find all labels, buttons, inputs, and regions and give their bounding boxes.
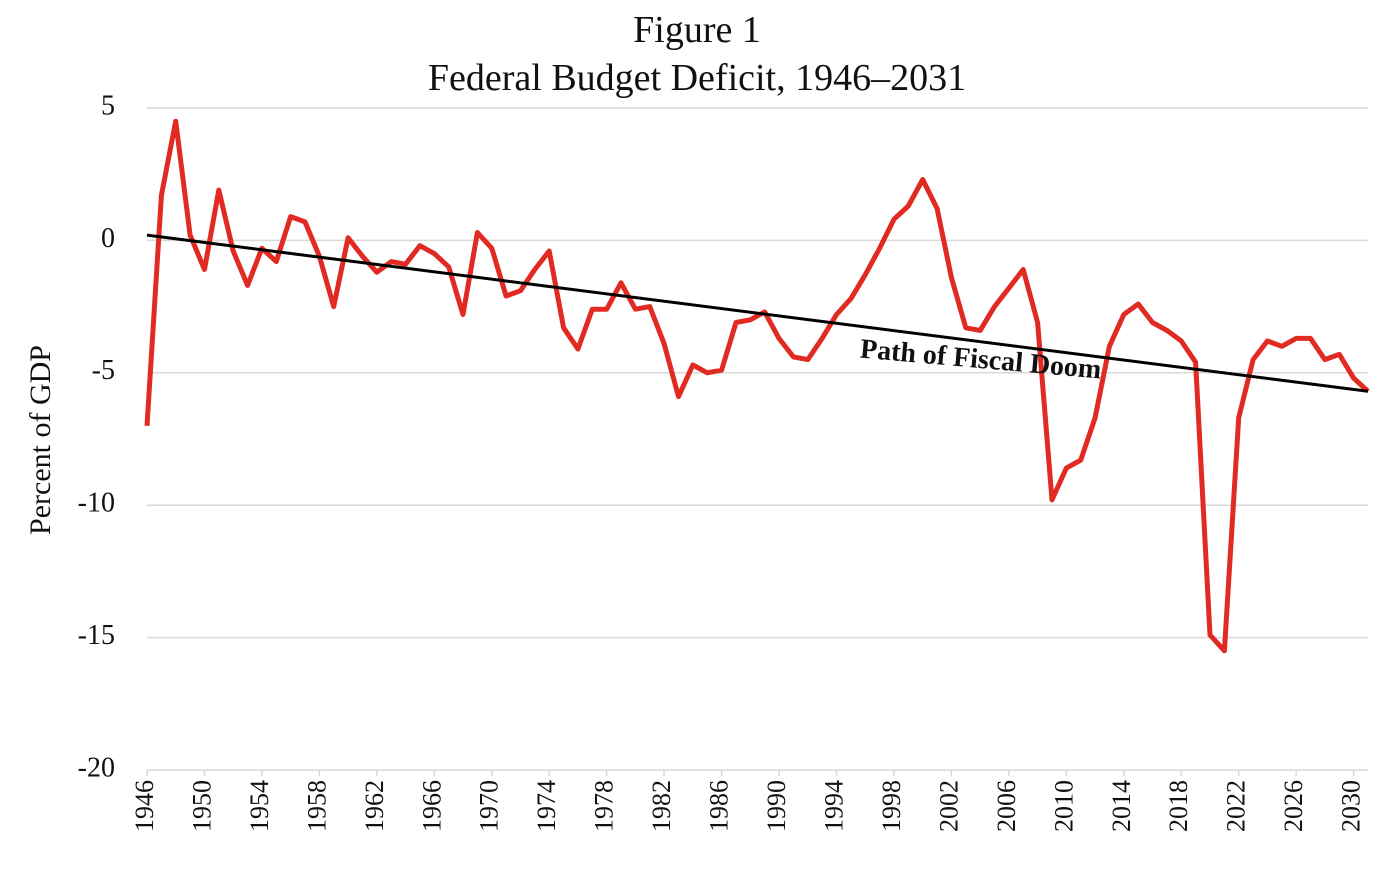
x-tick-label: 1986 — [705, 780, 734, 832]
chart-title: Figure 1 — [633, 9, 761, 51]
x-tick-label: 2030 — [1337, 780, 1366, 832]
x-tick-label: 2010 — [1049, 780, 1078, 832]
x-tick-label: 2002 — [934, 780, 963, 832]
x-tick-label: 2026 — [1279, 780, 1308, 832]
y-tick-label: -5 — [92, 355, 115, 386]
y-tick-label: 5 — [101, 90, 115, 121]
x-tick-label: 1990 — [762, 780, 791, 832]
x-tick-label: 1962 — [360, 780, 389, 832]
x-tick-label: 1998 — [877, 780, 906, 832]
x-tick-label: 1958 — [302, 780, 331, 832]
x-tick-label: 1974 — [532, 780, 561, 832]
x-tick-label: 1978 — [590, 780, 619, 832]
x-tick-label: 2022 — [1222, 780, 1251, 832]
x-tick-label: 1970 — [475, 780, 504, 832]
x-tick-label: 1950 — [187, 780, 216, 832]
x-tick-label: 1966 — [417, 780, 446, 832]
x-tick-label: 2018 — [1164, 780, 1193, 832]
x-tick-label: 1946 — [130, 780, 159, 832]
x-tick-label: 1954 — [245, 780, 274, 832]
y-tick-label: -20 — [78, 752, 115, 783]
x-tick-label: 2006 — [992, 780, 1021, 832]
y-axis-label: Percent of GDP — [24, 345, 57, 535]
data-line — [144, 118, 1370, 654]
y-tick-label: -15 — [78, 620, 115, 651]
y-tick-label: 0 — [101, 223, 115, 254]
chart-subtitle: Federal Budget Deficit, 1946–2031 — [428, 57, 966, 99]
x-tick-label: 1994 — [819, 780, 848, 832]
x-tick-label: 1982 — [647, 780, 676, 832]
y-tick-label: -10 — [78, 488, 115, 519]
trend-line — [146, 233, 1369, 393]
x-tick-label: 2014 — [1107, 780, 1136, 832]
